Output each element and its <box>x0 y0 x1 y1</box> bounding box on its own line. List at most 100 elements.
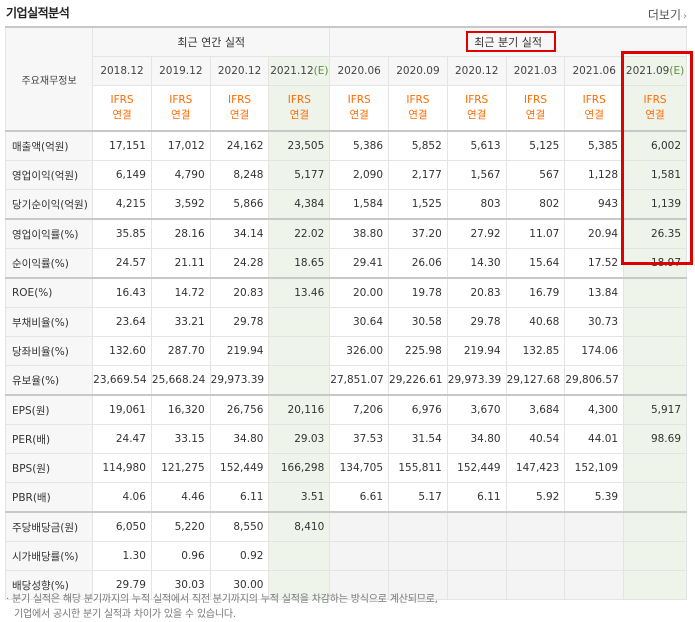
table-cell: 134,705 <box>329 453 390 483</box>
table-cell <box>446 511 507 542</box>
row-label: 부채비율(%) <box>4 307 94 337</box>
accounting-line-1: IFRS <box>465 94 489 106</box>
table-cell: 1,525 <box>388 189 448 220</box>
table-cell: 20.83 <box>446 277 507 308</box>
table-cell: 26.06 <box>388 248 448 279</box>
table-row: 매출액(억원) 17,151 17,012 24,162 23,505 5,386 5,85… <box>4 130 687 161</box>
table-row: ROE(%) 16.43 14.72 20.83 13.46 20.00 19.78 20.8… <box>4 277 687 308</box>
table-cell: 34.14 <box>209 218 270 249</box>
period-header: 2020.06 <box>329 56 390 86</box>
table-cell <box>623 277 687 308</box>
table-cell: 4,790 <box>150 160 211 190</box>
table-cell: 1,567 <box>446 160 507 190</box>
table-cell: 20.83 <box>209 277 270 308</box>
period-header: 2020.12 <box>446 56 507 86</box>
period-label: 2021.09 <box>625 65 670 77</box>
table-cell: 5.17 <box>388 482 448 513</box>
table-cell <box>623 307 687 337</box>
table-cell: 152,109 <box>564 453 625 483</box>
table-cell: 1,581 <box>623 160 687 190</box>
table-cell: 40.68 <box>505 307 566 337</box>
table-cell: 30.00 <box>209 570 270 600</box>
table-cell: 22.02 <box>268 218 331 249</box>
table-cell: 16,320 <box>150 394 211 425</box>
table-row: 부채비율(%) 23.64 33.21 29.78 30.64 30.58 29.78 40.… <box>4 307 687 337</box>
table-cell: 24.57 <box>92 248 152 279</box>
period-header: 2021.12(E) <box>268 56 331 86</box>
accounting-line-1: IFRS <box>110 94 134 106</box>
table-cell: 5,385 <box>564 130 625 161</box>
accounting-line-1: IFRS <box>347 94 371 106</box>
table-cell: 44.01 <box>564 424 625 454</box>
table-cell <box>329 511 390 542</box>
accounting-standard: IFRS 연결 <box>388 85 448 132</box>
more-label[interactable]: 더보기 <box>647 8 681 22</box>
table-cell: 132.85 <box>505 336 566 366</box>
table-cell <box>268 541 331 571</box>
footnote-line-1: · 분기 실적은 해당 분기까지의 누적 실적에서 직전 분기까지의 누적 실적… <box>6 594 438 605</box>
accounting-line-2: 연결 <box>584 109 604 121</box>
table-cell: 219.94 <box>209 336 270 366</box>
table-row: 순이익률(%) 24.57 21.11 24.28 18.65 29.41 26.06 14.… <box>4 248 687 279</box>
table-row: 영업이익(억원) 6,149 4,790 8,248 5,177 2,090 2,177 1,… <box>4 160 687 190</box>
table-cell: 8,410 <box>268 511 331 542</box>
section-title: 기업실적분석 <box>6 6 70 20</box>
table-cell: 29.78 <box>209 307 270 337</box>
table-cell: 16.43 <box>92 277 152 308</box>
period-header: 2020.12 <box>209 56 270 86</box>
financial-table: 주요재무정보 최근 연간 실적 최근 분기 실적 2018.12 2019.12 2… <box>4 26 687 600</box>
table-cell: 114,980 <box>92 453 152 483</box>
table-cell <box>388 541 448 571</box>
table-cell: 3,670 <box>446 394 507 425</box>
table-cell: 30.58 <box>388 307 448 337</box>
table-cell: 121,275 <box>150 453 211 483</box>
accounting-line-1: IFRS <box>287 94 311 106</box>
table-cell <box>623 336 687 366</box>
table-cell: 23.64 <box>92 307 152 337</box>
table-cell <box>388 511 448 542</box>
table-body: 매출액(억원) 17,151 17,012 24,162 23,505 5,386 5,85… <box>4 130 687 600</box>
quarter-header-highlight-box <box>466 31 556 52</box>
accounting-line-1: IFRS <box>169 94 193 106</box>
table-cell: 37.53 <box>329 424 390 454</box>
table-cell: 14.30 <box>446 248 507 279</box>
accounting-line-1: IFRS <box>643 94 667 106</box>
table-cell: 23,505 <box>268 130 331 161</box>
accounting-line-2: 연결 <box>408 109 428 121</box>
table-cell: 4.06 <box>92 482 152 513</box>
table-cell: 3,684 <box>505 394 566 425</box>
more-link[interactable]: 더보기 › <box>648 6 687 23</box>
accounting-line-1: IFRS <box>582 94 606 106</box>
accounting-line-2: 연결 <box>525 109 546 121</box>
row-label: 주당배당금(원) <box>4 511 94 542</box>
table-cell: 27.92 <box>446 218 507 249</box>
table-cell: 17.52 <box>564 248 625 279</box>
table-cell <box>446 541 507 571</box>
table-cell: 5,866 <box>209 189 270 220</box>
row-label: BPS(원) <box>4 453 94 483</box>
table-cell: 2,090 <box>329 160 390 190</box>
table-cell <box>388 570 448 600</box>
table-cell: 20.00 <box>329 277 390 308</box>
accounting-standard: IFRS 연결 <box>623 85 687 132</box>
table-cell: 26.35 <box>623 218 687 249</box>
accounting-standard: IFRS 연결 <box>564 85 625 132</box>
table-cell <box>623 541 687 571</box>
table-cell: 25,668.24 <box>150 365 211 396</box>
table-cell <box>329 541 390 571</box>
table-cell <box>623 453 687 483</box>
row-header-label: 주요재무정보 <box>4 26 94 132</box>
table-row: 당기순이익(억원) 4,215 3,592 5,866 4,384 1,584 1,525 8… <box>4 189 687 220</box>
row-label: EPS(원) <box>4 394 94 425</box>
table-cell: 13.84 <box>564 277 625 308</box>
table-cell: 29.41 <box>329 248 390 279</box>
table-cell: 166,298 <box>268 453 331 483</box>
row-label: 유보율(%) <box>4 365 94 396</box>
table-cell: 38.80 <box>329 218 390 249</box>
table-row: 배당성향(%) 29.79 30.03 30.00 <box>4 570 687 600</box>
accounting-row: IFRS 연결 IFRS 연결 IFRS 연결 IFRS 연결 IFRS 연결 IFRS 연결 IFRS… <box>6 85 687 132</box>
table-cell <box>268 307 331 337</box>
table-cell: 11.07 <box>505 218 566 249</box>
accounting-line-2: 연결 <box>289 109 310 121</box>
table-cell <box>268 336 331 366</box>
